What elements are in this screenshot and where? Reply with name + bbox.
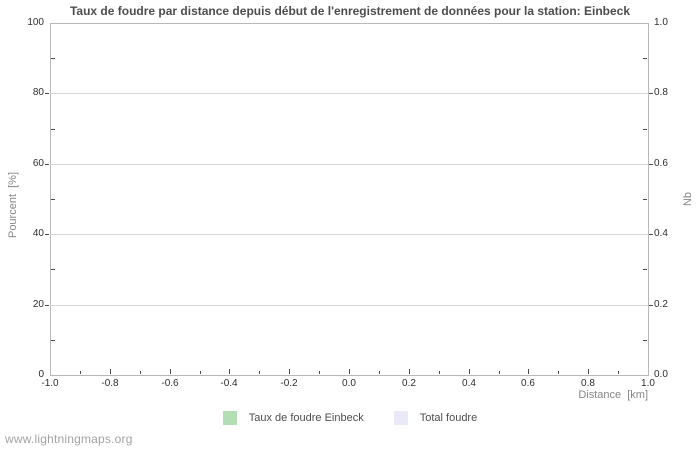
y-right-major-tick — [649, 164, 653, 165]
x-major-tick — [229, 369, 230, 374]
y-left-tick-label: 40 — [32, 228, 44, 239]
x-major-tick — [289, 369, 290, 374]
x-minor-tick — [80, 371, 81, 374]
x-minor-tick — [439, 371, 440, 374]
x-tick-label: -0.8 — [101, 378, 119, 389]
x-minor-tick — [379, 371, 380, 374]
y-right-major-tick — [649, 234, 653, 235]
y-right-major-tick — [649, 305, 653, 306]
y-left-tick-label: 80 — [32, 87, 44, 98]
y-gridline — [50, 164, 648, 165]
y-left-tick-label: 60 — [32, 158, 44, 169]
legend-label: Taux de foudre Einbeck — [248, 412, 364, 424]
y-right-minor-tick — [643, 199, 647, 200]
x-major-tick — [349, 369, 350, 374]
x-tick-label: -0.6 — [161, 378, 179, 389]
x-tick-label: 0.2 — [402, 378, 416, 389]
x-axis-label: Distance [km] — [578, 389, 648, 401]
x-tick-label: 1.0 — [641, 378, 655, 389]
chart-legend: Taux de foudre Einbeck Total foudre — [0, 411, 700, 425]
y-left-minor-tick — [51, 340, 55, 341]
y-right-minor-tick — [643, 269, 647, 270]
y-left-minor-tick — [51, 199, 55, 200]
y-right-tick-label: 0.2 — [654, 299, 668, 310]
y-left-tick-label: 20 — [32, 299, 44, 310]
y-right-tick-label: 0.0 — [654, 369, 668, 380]
y-gridline — [50, 305, 648, 306]
watermark-url: www.lightningmaps.org — [5, 432, 133, 446]
y-left-major-tick — [45, 234, 49, 235]
y-left-major-tick — [45, 305, 49, 306]
y-left-minor-tick — [51, 129, 55, 130]
y-right-tick-label: 0.8 — [654, 87, 668, 98]
y-right-tick-label: 0.4 — [654, 228, 668, 239]
x-minor-tick — [140, 371, 141, 374]
x-major-tick — [528, 369, 529, 374]
legend-item-taux-de-foudre: Taux de foudre Einbeck — [222, 411, 364, 425]
x-tick-label: -0.4 — [220, 378, 238, 389]
legend-item-total-foudre: Total foudre — [393, 411, 478, 425]
y-right-minor-tick — [643, 58, 647, 59]
x-major-tick — [469, 369, 470, 374]
plot-area — [50, 23, 649, 376]
x-minor-tick — [618, 371, 619, 374]
y-left-minor-tick — [51, 58, 55, 59]
x-minor-tick — [319, 371, 320, 374]
x-major-tick — [409, 369, 410, 374]
y-left-minor-tick — [51, 269, 55, 270]
x-tick-label: -1.0 — [41, 378, 59, 389]
y-right-tick-label: 0.6 — [654, 158, 668, 169]
x-major-tick — [588, 369, 589, 374]
x-major-tick — [110, 369, 111, 374]
y-gridline — [50, 234, 648, 235]
legend-label: Total foudre — [419, 412, 478, 424]
x-minor-tick — [499, 371, 500, 374]
y-left-tick-label: 0 — [38, 369, 44, 380]
y-left-tick-label: 100 — [27, 17, 44, 28]
y-right-minor-tick — [643, 340, 647, 341]
x-minor-tick — [259, 371, 260, 374]
y-gridline — [50, 93, 648, 94]
x-minor-tick — [558, 371, 559, 374]
x-tick-label: 0.6 — [521, 378, 535, 389]
y-axis-right-label: Nb — [682, 191, 694, 207]
y-left-major-tick — [45, 93, 49, 94]
y-right-minor-tick — [643, 129, 647, 130]
x-tick-label: 0.8 — [581, 378, 595, 389]
x-minor-tick — [200, 371, 201, 374]
x-major-tick — [170, 369, 171, 374]
chart-title: Taux de foudre par distance depuis début… — [69, 4, 631, 18]
x-tick-label: 0.0 — [342, 378, 356, 389]
y-right-major-tick — [649, 93, 653, 94]
x-tick-label: 0.4 — [462, 378, 476, 389]
y-left-major-tick — [45, 164, 49, 165]
legend-swatch-lavender — [393, 411, 408, 425]
legend-swatch-green — [222, 411, 237, 425]
y-right-tick-label: 1.0 — [654, 17, 668, 28]
x-tick-label: -0.2 — [280, 378, 298, 389]
